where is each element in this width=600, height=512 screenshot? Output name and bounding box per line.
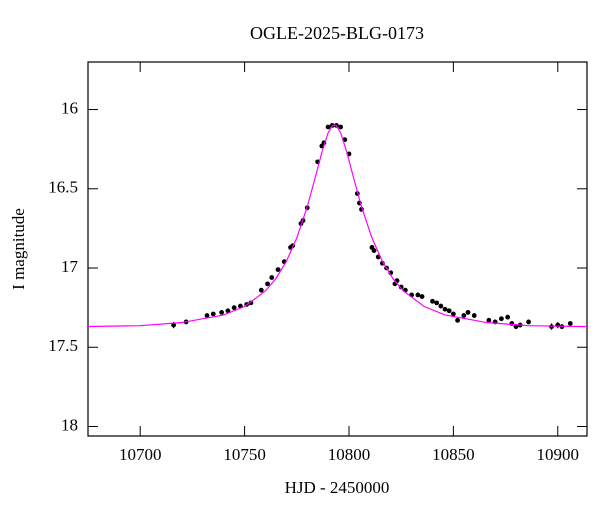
data-point xyxy=(438,303,444,309)
plot-frame xyxy=(87,61,588,437)
data-point xyxy=(269,275,275,280)
data-point xyxy=(434,300,440,306)
data-point xyxy=(248,300,254,306)
data-point xyxy=(415,292,421,298)
data-point xyxy=(513,324,519,330)
data-point xyxy=(498,316,504,322)
y-tick-label: 17.5 xyxy=(48,336,78,355)
data-point xyxy=(465,309,471,315)
x-tick-label: 10800 xyxy=(328,445,371,464)
x-tick-label: 10850 xyxy=(432,445,475,464)
data-point xyxy=(204,313,210,318)
data-point xyxy=(430,298,435,304)
data-point xyxy=(265,281,270,287)
data-point xyxy=(567,321,573,326)
y-tick-label: 17 xyxy=(61,257,79,276)
data-point xyxy=(371,248,377,253)
data-point xyxy=(471,313,477,318)
data-point xyxy=(455,317,460,323)
y-axis-label: I magnitude xyxy=(9,208,28,290)
data-point xyxy=(231,305,237,311)
data-point xyxy=(210,311,216,317)
data-point xyxy=(225,308,231,314)
data-point xyxy=(171,322,177,328)
y-tick-label: 16.5 xyxy=(48,178,78,197)
data-point xyxy=(338,124,344,130)
data-point xyxy=(486,317,492,323)
data-point xyxy=(450,311,456,317)
data-point xyxy=(505,314,511,320)
y-tick-label: 16 xyxy=(61,98,78,117)
data-point xyxy=(526,319,531,325)
data-point xyxy=(442,306,448,312)
y-tick-label: 18 xyxy=(61,415,78,434)
data-point xyxy=(258,287,264,293)
data-point xyxy=(398,284,404,290)
chart-title: OGLE-2025-BLG-0173 xyxy=(250,23,424,43)
data-point xyxy=(461,313,467,318)
data-point xyxy=(446,308,452,314)
x-tick-label: 10900 xyxy=(537,445,580,464)
data-point xyxy=(325,124,331,130)
x-tick-label: 10700 xyxy=(119,445,162,464)
x-tick-label: 10750 xyxy=(223,445,266,464)
data-point xyxy=(219,309,225,315)
data-point xyxy=(419,294,425,299)
x-axis-label: HJD - 2450000 xyxy=(285,478,390,497)
data-point xyxy=(275,267,281,273)
model-curve xyxy=(87,124,587,328)
